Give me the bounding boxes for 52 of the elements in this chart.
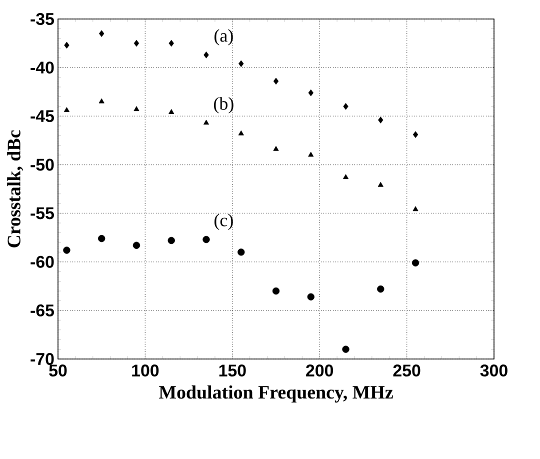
point (378, 116, 384, 124)
point (98, 98, 104, 104)
point (98, 234, 106, 242)
x-tick-label: 50 (49, 364, 67, 377)
point (238, 130, 244, 136)
point (168, 236, 175, 244)
y-tick-label: -65 (30, 304, 54, 316)
point (273, 78, 279, 85)
point (134, 40, 140, 47)
point (64, 107, 70, 112)
point (132, 242, 140, 249)
y-tick-label: -55 (30, 207, 54, 220)
point (343, 103, 348, 110)
point (342, 174, 349, 180)
x-tick-label: 300 (480, 364, 508, 377)
y-tick-label: -45 (30, 110, 54, 122)
y-tick-label: -60 (30, 256, 54, 268)
point (134, 106, 140, 112)
y-tick-label: -50 (30, 158, 54, 171)
point (273, 146, 279, 151)
point (342, 346, 350, 353)
point (238, 60, 244, 68)
point (99, 30, 104, 37)
y-tick-label: -35 (30, 12, 54, 26)
x-tick-label: 200 (306, 364, 334, 377)
point (308, 89, 314, 96)
point (378, 182, 384, 187)
x-tick-label: 150 (219, 364, 246, 377)
y-tick-label: -40 (30, 62, 54, 74)
point (63, 246, 70, 254)
point (377, 285, 384, 293)
point (202, 236, 210, 244)
point (168, 40, 174, 47)
x-tick-label: 250 (393, 364, 420, 377)
point (203, 120, 210, 125)
x-tick-label: 100 (132, 364, 159, 377)
y-axis-title: Crosstalk, dBc (7, 130, 24, 248)
point (272, 287, 280, 295)
point (412, 259, 420, 266)
y-tick-label: -70 (30, 353, 54, 365)
series-label: (c) (214, 214, 233, 230)
point (168, 109, 174, 114)
point (412, 206, 418, 212)
series-label: (b) (214, 97, 234, 114)
point (204, 52, 209, 58)
point (412, 131, 418, 138)
point (238, 248, 245, 256)
x-axis-title: Modulation Frequency, MHz (158, 385, 393, 403)
point (64, 42, 70, 49)
point (308, 152, 314, 157)
point (307, 293, 314, 300)
series-label: (a) (214, 29, 233, 46)
